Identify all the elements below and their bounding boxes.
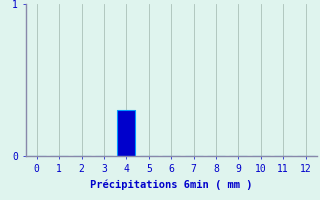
Bar xyxy=(117,110,135,156)
X-axis label: Précipitations 6min ( mm ): Précipitations 6min ( mm ) xyxy=(90,179,252,190)
